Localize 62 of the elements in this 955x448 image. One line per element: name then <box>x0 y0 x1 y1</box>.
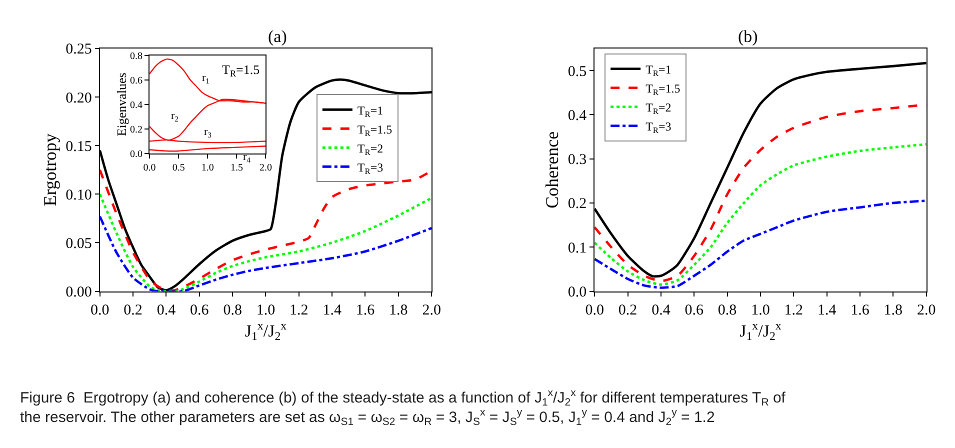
y-tick-label: 0.1 <box>568 240 587 256</box>
x-tick-label: 2.0 <box>916 302 936 318</box>
legend-label: T$_{R}$=3 <box>357 160 384 176</box>
series-label: r$_{4}$ <box>243 151 251 164</box>
legend-label: T$_{R}$=1 <box>357 103 384 119</box>
y-tick-label: 0.5 <box>568 64 587 80</box>
y-tick-label: 0.00 <box>66 284 92 300</box>
x-tick-label: 1.0 <box>751 302 770 318</box>
y-tick-label: 0.10 <box>66 187 92 204</box>
annotation: T$_{R}$=1.5 <box>222 62 260 79</box>
x-tick-label: 1.2 <box>784 302 804 318</box>
series-label: r$_{3}$ <box>204 126 212 140</box>
text: Figure 6 Ergotropy (a) and coherence (b) of the steady-state as a function of J$_{1}$$^{x}$/J$_{2}$$^{x}$ for different temperatures T$_{R}$ of the reservoir. The other parameters are set as ω$_{S1}$ = ω$_{S2}$ = ω$_{R}$ = 3, J$_{S}$$^{x}$ = J$_{S}$$^{y}$ = 0.5, J$_{1}$$^{y}$ = 0.4 and J$_{2}$$^{y}$ = 1.2 <box>20 387 786 428</box>
x-tick-label: 1.5 <box>230 162 243 174</box>
legend-label: T$_{R}$=3 <box>646 120 672 136</box>
chart-title: (b) <box>738 27 758 46</box>
x-tick-label: 0.0 <box>143 162 156 174</box>
x-tick-label: 1.0 <box>201 162 214 174</box>
y-axis-title: Ergotropy <box>40 134 60 206</box>
y-tick-label: 0.0 <box>130 148 143 160</box>
y-tick-label: 0.05 <box>66 236 92 252</box>
x-tick-label: 0.4 <box>156 302 176 318</box>
y-tick-label: 0.2 <box>568 196 587 212</box>
x-tick-label: 1.8 <box>884 302 903 318</box>
y-axis-title: Eigenvalues <box>114 72 129 136</box>
x-tick-label: 0.8 <box>718 302 737 318</box>
x-tick-label: 1.4 <box>817 302 837 318</box>
x-tick-label: 0.0 <box>90 302 110 318</box>
x-tick-label: 1.0 <box>256 302 276 318</box>
x-tick-label: 1.6 <box>356 302 376 318</box>
legend-label: T$_{R}$=2 <box>646 100 672 116</box>
x-tick-label: 0.6 <box>190 302 210 318</box>
series-label: r$_{2}$ <box>171 110 179 124</box>
legend-label: T$_{R}$=1.5 <box>357 122 392 138</box>
chart-title: (a) <box>268 27 287 46</box>
y-axis-title: Coherence <box>542 131 562 208</box>
y-tick-label: 0.25 <box>66 42 92 58</box>
x-tick-label: 1.6 <box>850 302 870 318</box>
legend-label: T$_{R}$=1.5 <box>646 82 680 98</box>
legend-label: T$_{R}$=1 <box>646 62 672 78</box>
y-tick-label: 0.4 <box>568 108 588 124</box>
x-tick-label: 1.2 <box>290 302 308 318</box>
x-tick-label: 2.0 <box>422 302 441 318</box>
legend-label: T$_{R}$=2 <box>357 141 384 157</box>
x-tick-label: 1.4 <box>322 302 342 318</box>
y-tick-label: 0.6 <box>130 75 143 86</box>
series-label: r$_{1}$ <box>202 72 210 86</box>
y-tick-label: 0.15 <box>66 138 92 155</box>
y-tick-label: 0.3 <box>568 152 587 168</box>
x-tick-label: 0.4 <box>652 302 671 318</box>
y-tick-label: 0.8 <box>130 50 143 62</box>
y-tick-label: 0.0 <box>568 284 587 300</box>
x-tick-label: 0.5 <box>172 162 185 174</box>
x-tick-label: 0.8 <box>223 302 242 318</box>
y-tick-label: 0.2 <box>130 124 143 136</box>
x-tick-label: 0.6 <box>684 302 704 318</box>
x-tick-label: 0.0 <box>585 302 604 318</box>
x-tick-label: 1.8 <box>389 302 408 318</box>
x-tick-label: 0.2 <box>618 302 638 318</box>
x-tick-label: 2.0 <box>259 162 272 174</box>
y-tick-label: 0.4 <box>130 100 143 111</box>
y-tick-label: 0.20 <box>66 90 92 106</box>
